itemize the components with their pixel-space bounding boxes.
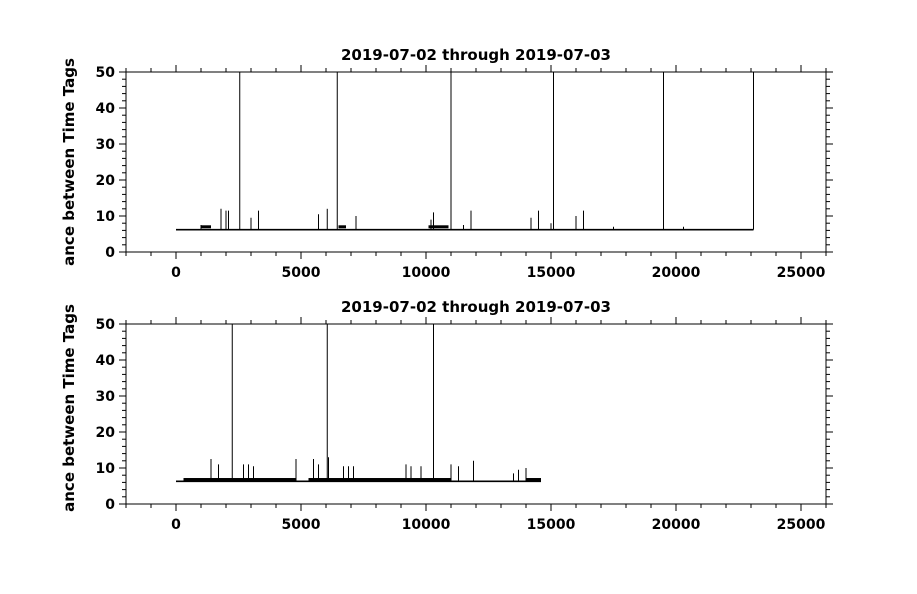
y-axis-label: ance between Time Tags [60, 58, 78, 266]
x-tick-label: 20000 [652, 265, 701, 281]
y-tick-label: 20 [96, 173, 116, 189]
x-tick-label: 25000 [777, 517, 826, 533]
y-tick-label: 40 [96, 101, 116, 117]
y-tick-label: 50 [96, 317, 116, 333]
x-tick-label: 15000 [527, 517, 576, 533]
series-dense-segment [338, 225, 346, 229]
chart-title: 2019-07-02 through 2019-07-03 [341, 46, 611, 64]
data-layer [176, 72, 754, 231]
series-dense-segment [526, 478, 541, 482]
chart-title: 2019-07-02 through 2019-07-03 [341, 298, 611, 316]
y-tick-label: 40 [96, 353, 116, 369]
plot-frame [125, 71, 827, 253]
y-tick-label: 0 [105, 245, 115, 261]
series-dense-segment [183, 478, 296, 482]
data-layer [176, 324, 541, 483]
x-tick-label: 5000 [282, 517, 321, 533]
y-tick-label: 20 [96, 425, 116, 441]
series-dense-segment [308, 478, 451, 482]
y-tick-label: 10 [96, 209, 116, 225]
x-tick-label: 5000 [282, 265, 321, 281]
y-tick-label: 30 [96, 137, 116, 153]
x-tick-label: 0 [171, 517, 181, 533]
y-tick-label: 30 [96, 389, 116, 405]
series-dense-segment [201, 225, 211, 229]
plot-frame [125, 323, 827, 505]
x-tick-label: 10000 [402, 517, 451, 533]
x-tick-label: 10000 [402, 265, 451, 281]
y-tick-label: 50 [96, 65, 116, 81]
chart-panel-2: 2019-07-02 through 2019-07-03 ance betwe… [60, 298, 833, 533]
x-tick-label: 0 [171, 265, 181, 281]
x-tick-label: 25000 [777, 265, 826, 281]
series-dense-segment [428, 225, 449, 229]
x-tick-label: 15000 [527, 265, 576, 281]
x-tick-label: 20000 [652, 517, 701, 533]
y-tick-label: 10 [96, 461, 116, 477]
chart-panel-1: 2019-07-02 through 2019-07-03 ance betwe… [60, 46, 833, 281]
y-tick-label: 0 [105, 497, 115, 513]
y-axis-label: ance between Time Tags [60, 304, 78, 512]
